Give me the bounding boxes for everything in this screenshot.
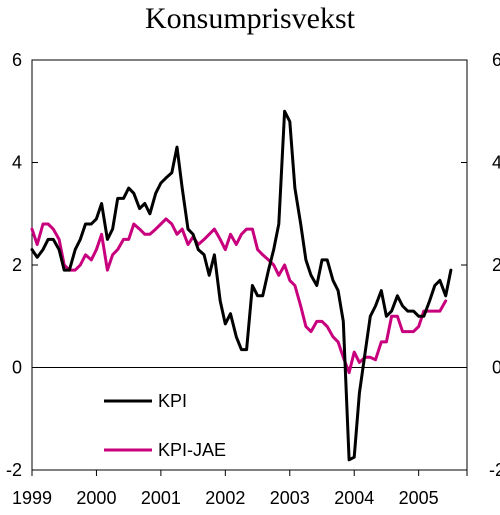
series-layer <box>30 109 453 462</box>
x-tick-label: 1999 <box>12 488 52 508</box>
x-tick-label: 2003 <box>270 488 310 508</box>
x-tick-label: 2000 <box>76 488 116 508</box>
y-tick-label-left: 6 <box>12 50 22 70</box>
legend: KPI KPI-JAE <box>104 391 226 460</box>
x-tick-label: 2002 <box>205 488 245 508</box>
series-line-kpi-jae <box>30 217 448 375</box>
y-tick-label-right: 6 <box>492 50 500 70</box>
y-axis-right: 6 4 2 0 -2 <box>461 50 500 480</box>
y-tick-label-right: 4 <box>492 153 500 173</box>
legend-label-kpi-jae: KPI-JAE <box>158 440 226 460</box>
series-line-kpi <box>30 109 453 462</box>
y-axis-left: 6 4 2 0 -2 <box>6 50 38 480</box>
y-tick-label-right: 2 <box>492 255 500 275</box>
y-tick-label-left: 0 <box>12 358 22 378</box>
chart-title: Konsumprisvekst <box>145 2 356 35</box>
legend-label-kpi: KPI <box>158 391 187 411</box>
plot-frame <box>31 59 468 471</box>
x-axis: 1999 2000 2001 2002 2003 2004 2005 <box>12 470 468 508</box>
y-tick-label-left: 4 <box>12 153 22 173</box>
y-tick-label-left: 2 <box>12 255 22 275</box>
y-tick-label-left: -2 <box>6 460 22 480</box>
y-tick-label-right: -2 <box>489 460 500 480</box>
y-tick-label-right: 0 <box>492 358 500 378</box>
x-tick-label: 2005 <box>399 488 439 508</box>
x-tick-label: 2004 <box>334 488 374 508</box>
x-tick-label: 2001 <box>141 488 181 508</box>
